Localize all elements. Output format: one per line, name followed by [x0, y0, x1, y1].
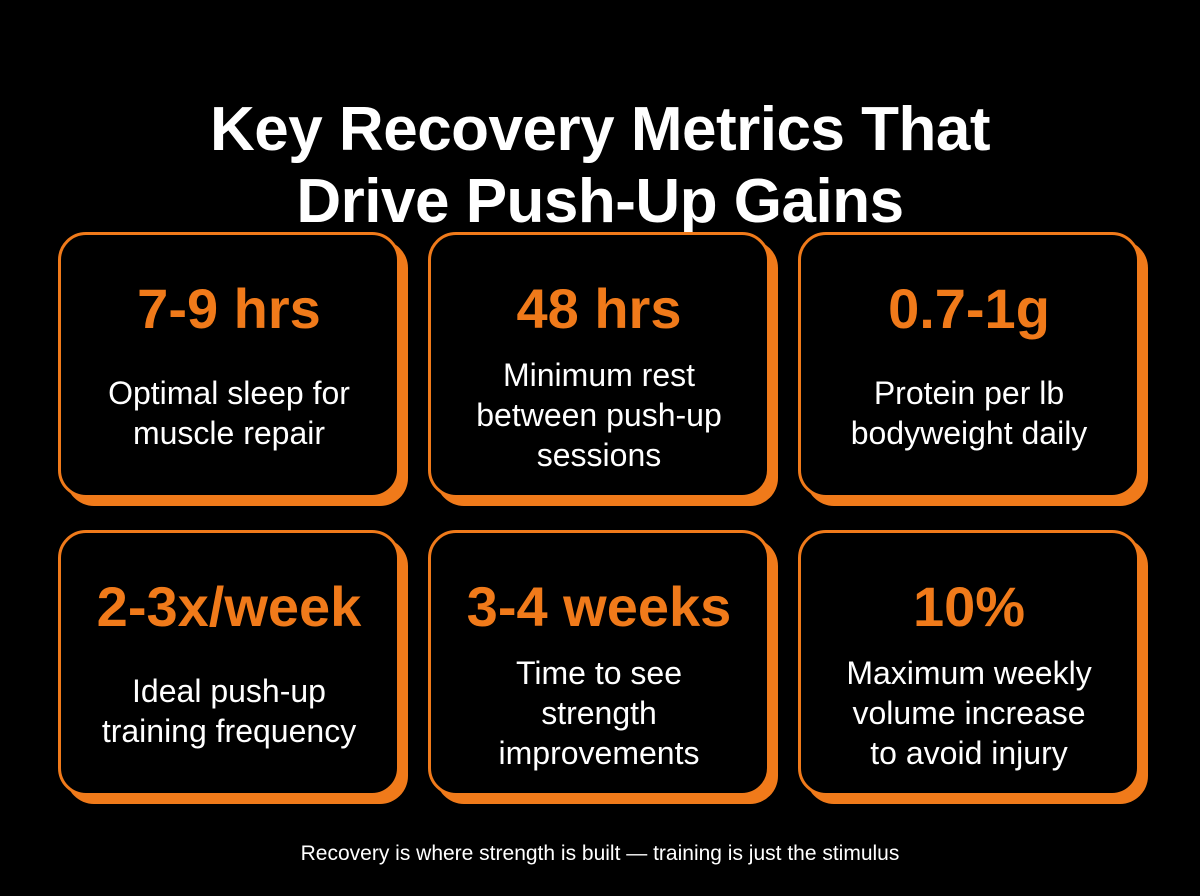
metric-description: Ideal push-up training frequency [79, 671, 379, 751]
description-line: Minimum rest [502, 357, 695, 393]
description-line: Time to see [516, 655, 682, 691]
description-line: training frequency [101, 713, 357, 749]
metric-card-rest: 48 hrs Minimum rest between push-up sess… [428, 232, 770, 498]
footer-tagline: Recovery is where strength is built — tr… [300, 842, 900, 865]
title-line-1: Key Recovery Metrics That [209, 94, 991, 164]
description-line: Ideal push-up [132, 673, 326, 709]
metric-description: Time to see strength improvements [449, 653, 749, 773]
description-line: Maximum weekly [846, 655, 1092, 691]
metric-value: 7-9 hrs [137, 277, 321, 340]
description-line: improvements [498, 735, 700, 771]
metric-description: Maximum weekly volume increase to avoid … [819, 653, 1119, 773]
page-title: Key Recovery Metrics That Drive Push-Up … [0, 94, 1200, 238]
description-line: volume increase [852, 695, 1086, 731]
metric-description: Minimum rest between push-up sessions [449, 355, 749, 475]
metric-card-protein: 0.7-1g Protein per lb bodyweight daily [798, 232, 1140, 498]
description-line: muscle repair [132, 415, 326, 451]
metric-description: Optimal sleep for muscle repair [79, 373, 379, 453]
metric-value: 3-4 weeks [466, 575, 732, 638]
description-line: Protein per lb [873, 375, 1065, 411]
title-line-2: Drive Push-Up Gains [296, 166, 904, 236]
metrics-grid: 7-9 hrs Optimal sleep for muscle repair … [58, 232, 1152, 804]
description-line: to avoid injury [870, 735, 1068, 771]
description-line: sessions [536, 437, 662, 473]
metric-value: 10% [912, 575, 1026, 638]
metric-value: 0.7-1g [888, 277, 1050, 340]
metric-card-frequency: 2-3x/week Ideal push-up training frequen… [58, 530, 400, 796]
metric-card-timeline: 3-4 weeks Time to see strength improveme… [428, 530, 770, 796]
description-line: Optimal sleep for [108, 375, 350, 411]
metric-value: 48 hrs [516, 277, 682, 340]
description-line: between push-up [476, 397, 722, 433]
metric-card-volume: 10% Maximum weekly volume increase to av… [798, 530, 1140, 796]
metric-value: 2-3x/week [96, 575, 362, 638]
metric-description: Protein per lb bodyweight daily [819, 373, 1119, 453]
metric-card-sleep: 7-9 hrs Optimal sleep for muscle repair [58, 232, 400, 498]
description-line: strength [541, 695, 657, 731]
description-line: bodyweight daily [850, 415, 1088, 451]
